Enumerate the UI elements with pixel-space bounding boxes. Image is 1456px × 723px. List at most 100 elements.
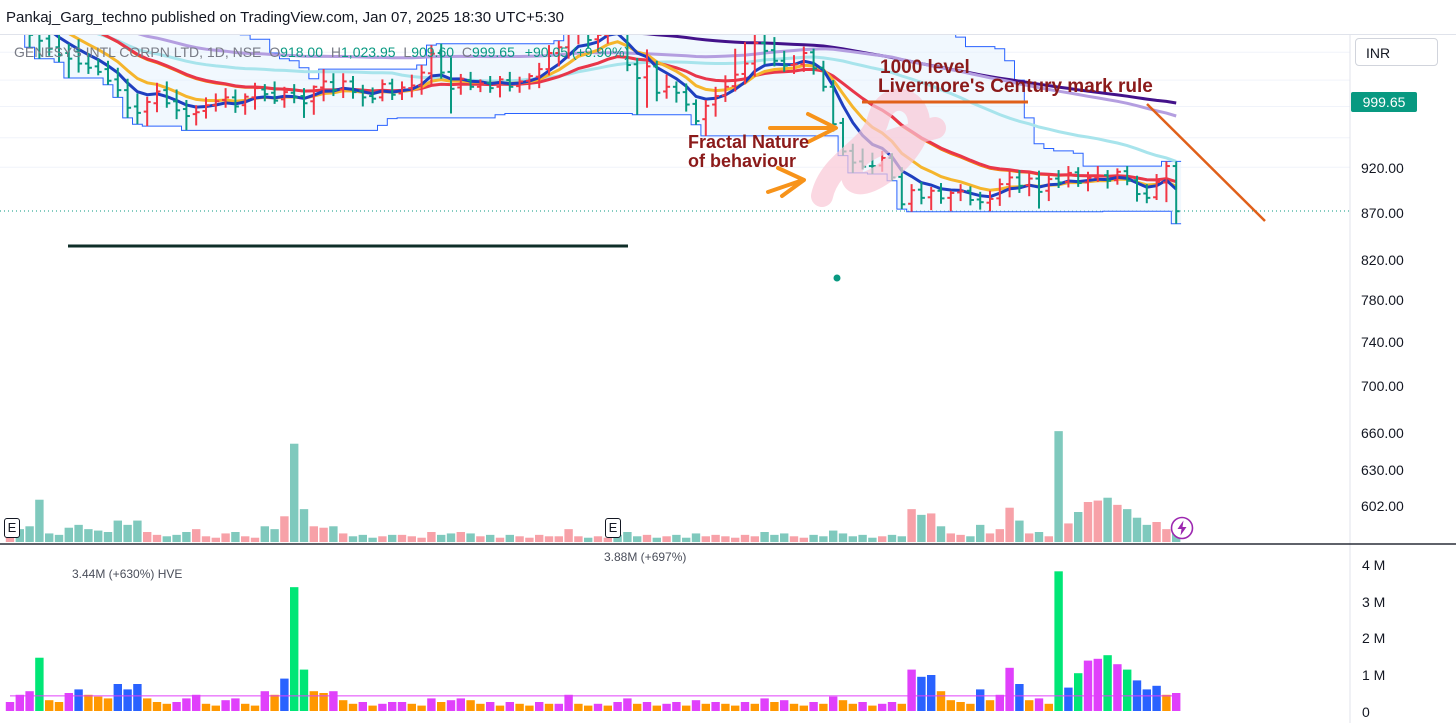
volume-bar: [378, 703, 387, 711]
volume-bar: [691, 700, 701, 711]
volume-bar: [721, 703, 730, 711]
overlay-volume-bar: [838, 533, 848, 542]
volume-bar: [819, 703, 828, 711]
overlay-volume-bar: [848, 536, 857, 542]
ohlc-bar: [241, 93, 249, 115]
volume-bar: [760, 698, 769, 711]
volume-bar: [64, 693, 73, 711]
price-axis-label: 630.00: [1361, 462, 1404, 478]
ohlc-bar: [408, 74, 416, 98]
ohlc-bar: [947, 190, 955, 212]
volume-bar: [574, 703, 583, 711]
volume-bar: [348, 703, 358, 711]
earnings-badge[interactable]: E: [4, 518, 20, 538]
overlay-volume-bar: [476, 536, 485, 542]
overlay-volume-bar: [309, 526, 318, 542]
overlay-volume-bar: [231, 532, 240, 542]
ohlc-bar: [1045, 175, 1053, 202]
ohlc-bar: [996, 178, 1004, 206]
volume-bar: [1044, 703, 1053, 711]
volume-bar: [780, 700, 789, 711]
ohlc-bar: [555, 40, 563, 67]
volume-bar: [231, 698, 240, 711]
volume-bar: [250, 705, 260, 711]
overlay-volume-layer: [5, 431, 1181, 542]
ohlc-bar: [986, 190, 994, 212]
overlay-volume-bar: [1103, 497, 1112, 542]
volume-axis-label: 4 M: [1362, 557, 1386, 573]
volume-axis-label: 2 M: [1362, 630, 1386, 646]
ohlc-bar: [917, 181, 925, 205]
annotation-fractal-line2[interactable]: of behaviour: [688, 151, 797, 171]
chart-canvas[interactable]: [0, 35, 1456, 723]
ohlc-bar: [525, 73, 533, 90]
lightning-icon[interactable]: [1170, 516, 1194, 540]
ohlc-bar: [1025, 171, 1033, 197]
ohlc-bar: [369, 87, 377, 104]
volume-bar: [319, 693, 328, 711]
volume-bar: [711, 702, 720, 711]
overlay-volume-bar: [633, 536, 642, 542]
overlay-volume-bar: [192, 529, 201, 542]
volume-bar: [45, 700, 54, 711]
symbol-legend[interactable]: GENESYS INTL CORPN LTD, 1D, NSE O918.00 …: [14, 44, 629, 60]
ohlc-bar: [1172, 161, 1180, 224]
ohlc-bar: [672, 81, 680, 103]
volume-bar: [290, 587, 299, 711]
overlay-volume-bar: [113, 520, 122, 542]
earnings-badge[interactable]: E: [605, 518, 621, 538]
volume-bar: [770, 702, 779, 711]
volume-bar: [152, 702, 162, 711]
ohlc-bar: [467, 71, 475, 91]
ohlc-bar: [633, 57, 641, 115]
volume-bar: [1074, 673, 1083, 711]
price-axis-label: 870.00: [1361, 205, 1404, 221]
change-value: +90.05 (+9.90%): [524, 44, 630, 60]
volume-bar: [1064, 687, 1073, 711]
overlay-volume-bar: [564, 529, 573, 542]
overlay-volume-bar: [819, 536, 828, 542]
ohlc-bar: [1104, 170, 1112, 189]
overlay-volume-bar: [1054, 431, 1063, 542]
annotation-1000-level[interactable]: 1000 level: [880, 57, 970, 78]
ohlc-bar: [535, 62, 543, 89]
overlay-volume-bar: [907, 509, 916, 542]
overlay-volume-bar: [1142, 524, 1151, 542]
overlay-volume-bar: [956, 534, 965, 542]
ma-5-line: [53, 35, 1178, 199]
volume-bar: [1103, 655, 1112, 711]
volume-bar: [1005, 667, 1014, 711]
ohlc-bar: [320, 69, 328, 102]
overlay-volume-bar: [799, 537, 808, 542]
annotation-drawings-layer: [68, 88, 1266, 283]
ohlc-bar: [829, 80, 837, 132]
overlay-volume-bar: [280, 516, 289, 542]
overlay-volume-bar: [770, 534, 779, 542]
annotation-century-rule[interactable]: Livermore's Century mark rule: [878, 76, 1153, 97]
ohlc-bar: [1153, 174, 1161, 201]
volume-peak-label: 3.88M (+697%): [604, 550, 687, 564]
annotation-fractal-line1[interactable]: Fractal Nature: [688, 132, 810, 152]
ohlc-bar: [65, 43, 73, 79]
ohlc-bar: [957, 184, 965, 202]
overlay-volume-bar: [701, 536, 710, 542]
overlay-volume-bar: [662, 536, 671, 542]
overlay-volume-bar: [1025, 533, 1034, 542]
ohlc-bar: [94, 58, 102, 76]
overlay-volume-bar: [221, 533, 230, 542]
overlay-volume-bar: [593, 536, 603, 542]
volume-bar: [652, 705, 661, 711]
open-value: 918.00: [280, 44, 323, 60]
ohlc-bar: [692, 99, 700, 125]
currency-selector[interactable]: INR: [1355, 38, 1438, 66]
ohlc-bar: [643, 49, 651, 108]
ohlc-bar: [780, 50, 788, 72]
ohlc-bar: [1035, 170, 1043, 209]
volume-bar: [103, 698, 113, 711]
volume-bar: [260, 691, 269, 711]
ohlc-bar: [1133, 175, 1141, 202]
volume-bar: [907, 669, 916, 711]
volume-bar: [329, 691, 338, 711]
volume-bar: [495, 705, 505, 711]
overlay-volume-bar: [456, 532, 465, 542]
